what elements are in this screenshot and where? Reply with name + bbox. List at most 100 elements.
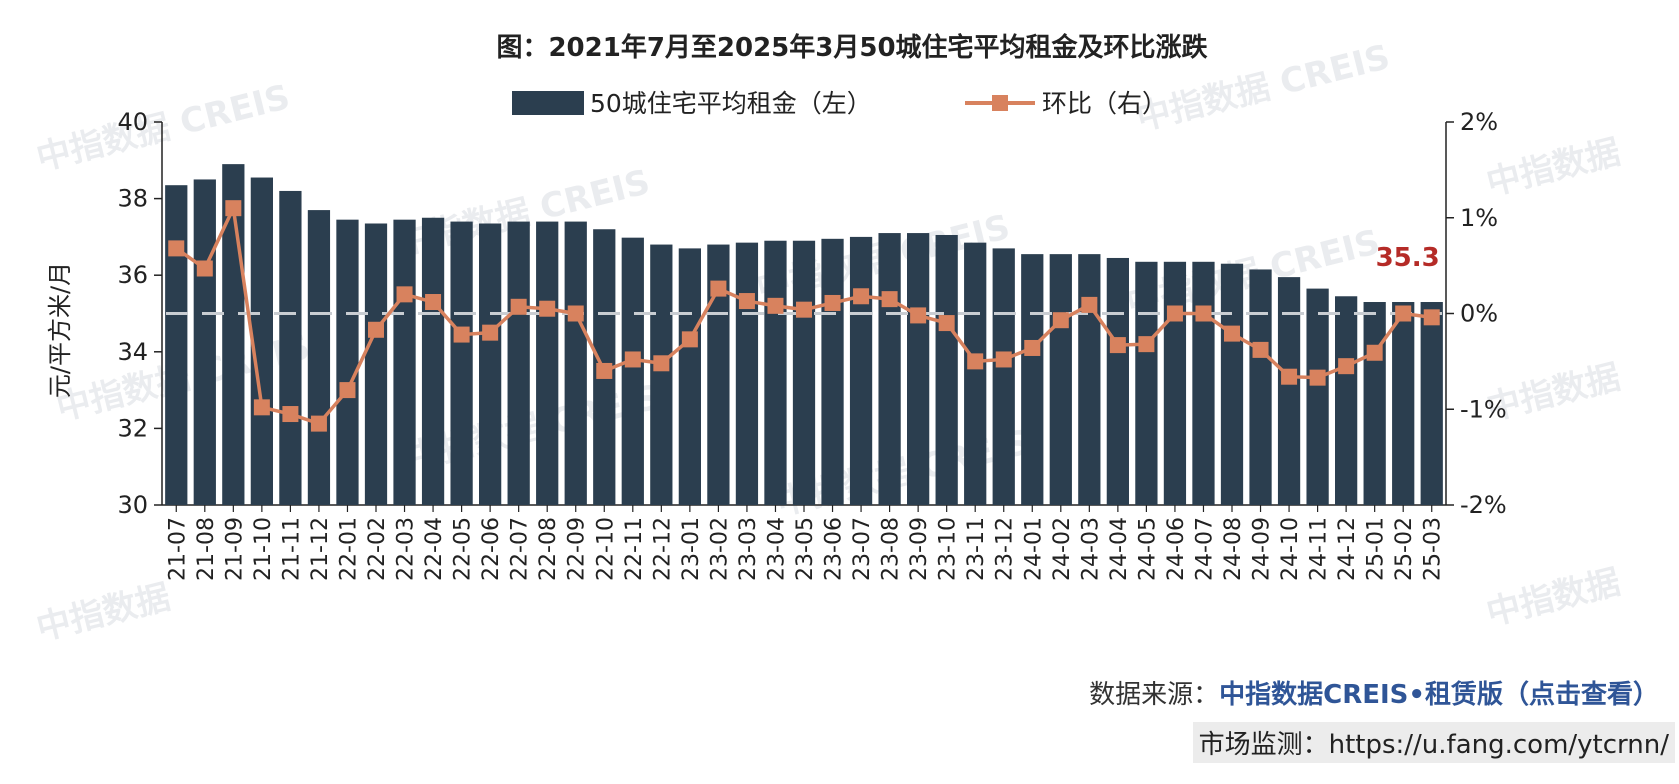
x-tick-label: 24-08 <box>1221 517 1246 581</box>
x-tick-label: 24-12 <box>1335 517 1360 581</box>
bar <box>1021 254 1044 505</box>
x-tick-label: 25-02 <box>1392 517 1417 581</box>
x-tick-label: 23-12 <box>993 517 1018 581</box>
x-tick-label: 22-12 <box>650 517 675 581</box>
bar <box>421 217 445 505</box>
bar <box>964 242 987 505</box>
mom-marker <box>482 324 499 341</box>
bar <box>1420 302 1443 505</box>
bar <box>279 190 302 505</box>
bar <box>707 244 730 505</box>
bar <box>364 223 388 505</box>
bar <box>250 177 273 505</box>
x-tick-label: 22-04 <box>422 517 447 581</box>
mom-marker <box>539 300 556 317</box>
bar <box>792 240 816 506</box>
x-tick-label: 22-10 <box>593 517 618 581</box>
watermark: 中指数据 <box>33 577 175 649</box>
bar <box>165 185 188 505</box>
watermark: 中指数据 <box>1483 562 1625 634</box>
mom-marker <box>1309 369 1326 386</box>
mom-marker <box>1252 341 1269 358</box>
x-tick-label: 23-05 <box>793 517 818 581</box>
mom-marker <box>1166 305 1183 322</box>
y-tick-label-left: 30 <box>117 491 148 519</box>
bar <box>1392 302 1415 505</box>
mom-marker <box>710 280 727 297</box>
legend-swatch-bar <box>512 91 584 115</box>
x-tick-label: 22-02 <box>365 517 390 581</box>
bar <box>1277 277 1301 505</box>
bar <box>878 233 901 505</box>
x-tick-label: 22-08 <box>536 517 561 581</box>
bar <box>1220 263 1244 505</box>
mom-marker <box>567 305 584 322</box>
y-tick-label-right: -1% <box>1460 395 1507 423</box>
source-line: 数据来源：中指数据CREIS•租赁版（点击查看） <box>1089 674 1659 711</box>
x-tick-label: 23-03 <box>736 517 761 581</box>
mom-marker <box>1281 368 1298 385</box>
x-tick-label: 24-03 <box>1078 517 1103 581</box>
x-tick-label: 23-01 <box>679 517 704 581</box>
x-tick-label: 21-08 <box>194 517 219 581</box>
x-tick-label: 24-02 <box>1050 517 1075 581</box>
source-link[interactable]: 中指数据CREIS•租赁版（点击查看） <box>1219 680 1659 710</box>
mom-marker <box>938 315 955 332</box>
mom-marker <box>425 294 442 311</box>
bar <box>536 221 559 505</box>
bar <box>564 221 587 505</box>
y-tick-label-left: 34 <box>117 338 148 366</box>
monitor-label: 市场监测： <box>1198 730 1329 760</box>
y-tick-label-right: 2% <box>1460 108 1498 136</box>
x-tick-label: 25-01 <box>1364 517 1389 581</box>
x-tick-label: 21-11 <box>279 517 304 581</box>
mom-marker <box>738 293 755 310</box>
mom-marker <box>225 200 242 217</box>
bar <box>507 221 530 505</box>
bar <box>1249 269 1272 505</box>
monitor-url[interactable]: https://u.fang.com/ytcrnn/ <box>1328 730 1669 760</box>
bar <box>1192 261 1215 505</box>
x-tick-label: 22-09 <box>565 517 590 581</box>
bar <box>479 223 502 505</box>
x-tick-label: 24-09 <box>1250 517 1275 581</box>
y-tick-label-left: 38 <box>117 185 148 213</box>
mom-marker <box>596 362 613 379</box>
bar <box>907 233 930 505</box>
x-tick-label: 23-08 <box>879 517 904 581</box>
x-tick-label: 22-03 <box>394 517 419 581</box>
source-label: 数据来源： <box>1089 680 1220 710</box>
watermark: 中指数据 <box>1483 132 1625 204</box>
mom-marker <box>168 240 185 257</box>
bar <box>1306 288 1329 505</box>
monitor-line: 市场监测：https://u.fang.com/ytcrnn/ <box>1192 722 1675 763</box>
x-tick-label: 23-09 <box>907 517 932 581</box>
bar <box>1049 254 1072 505</box>
y-tick-label-left: 40 <box>117 108 148 136</box>
y-tick-label-right: 0% <box>1460 300 1498 328</box>
mom-marker <box>310 415 327 432</box>
mom-marker <box>1338 358 1355 375</box>
x-tick-label: 22-01 <box>336 517 361 581</box>
bar <box>193 179 216 505</box>
mom-marker <box>368 321 384 338</box>
mom-marker <box>1423 309 1440 326</box>
mom-marker <box>1224 325 1240 342</box>
legend-label-rent: 50城住宅平均租金（左） <box>590 89 872 118</box>
annotation-last-value: 35.3 <box>1376 243 1440 273</box>
mom-marker <box>196 260 213 277</box>
bar <box>621 237 644 505</box>
chart-title: 图：2021年7月至2025年3月50城住宅平均租金及环比涨跌 <box>496 32 1207 63</box>
y-tick-label-right: -2% <box>1460 491 1507 519</box>
bar <box>764 240 787 506</box>
mom-marker <box>681 331 698 348</box>
x-tick-label: 24-05 <box>1135 517 1160 581</box>
y-tick-label-right: 1% <box>1460 204 1498 232</box>
x-tick-label: 21-10 <box>251 517 276 581</box>
mom-marker <box>339 382 356 399</box>
mom-marker <box>1366 344 1383 361</box>
bar <box>1106 257 1129 505</box>
mom-marker <box>1195 305 1212 322</box>
